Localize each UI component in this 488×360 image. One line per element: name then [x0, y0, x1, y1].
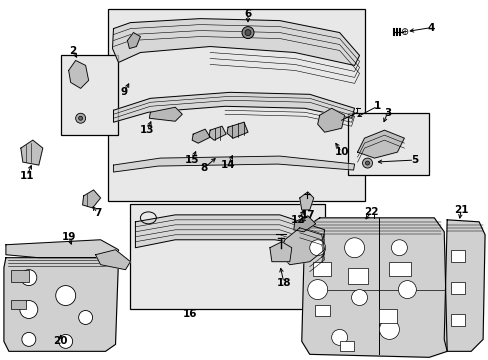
Circle shape [20, 301, 38, 319]
Text: 14: 14 [220, 160, 235, 170]
Circle shape [21, 270, 37, 285]
Circle shape [365, 161, 369, 165]
Polygon shape [269, 242, 291, 262]
Circle shape [244, 30, 250, 36]
Polygon shape [135, 215, 324, 248]
Text: ⊕: ⊕ [400, 27, 407, 37]
Circle shape [398, 280, 415, 298]
Bar [450, 315, 464, 327]
Text: 22: 22 [364, 207, 378, 217]
Circle shape [56, 285, 76, 306]
Bar [11, 300, 26, 310]
Circle shape [379, 319, 399, 339]
Circle shape [344, 238, 364, 258]
Text: 10: 10 [334, 147, 348, 157]
Text: 17: 17 [300, 210, 314, 220]
Bar [61, 55, 118, 135]
Polygon shape [299, 192, 313, 210]
Circle shape [351, 289, 367, 306]
Text: 15: 15 [184, 155, 199, 165]
Polygon shape [192, 129, 210, 143]
Bar [314, 305, 329, 316]
Text: 16: 16 [183, 310, 197, 319]
Circle shape [362, 158, 372, 168]
Polygon shape [112, 19, 359, 66]
Polygon shape [226, 122, 247, 138]
Text: 12: 12 [290, 215, 305, 225]
Circle shape [76, 113, 85, 123]
Bar [347, 268, 367, 284]
Circle shape [59, 334, 73, 348]
Bar [379, 310, 397, 323]
Text: 8: 8 [200, 163, 207, 173]
Text: 1: 1 [373, 101, 380, 111]
Polygon shape [127, 32, 140, 49]
Polygon shape [68, 60, 88, 88]
Text: 4: 4 [427, 23, 434, 33]
Text: 19: 19 [61, 232, 76, 242]
Polygon shape [357, 130, 404, 158]
Polygon shape [293, 216, 315, 232]
Polygon shape [113, 156, 354, 172]
Polygon shape [95, 250, 130, 270]
Circle shape [309, 240, 325, 256]
Text: 3: 3 [383, 108, 390, 118]
Polygon shape [279, 228, 324, 265]
Circle shape [79, 116, 82, 120]
Polygon shape [113, 92, 354, 122]
Bar [388, 262, 410, 276]
Polygon shape [209, 126, 225, 140]
Text: 18: 18 [276, 278, 290, 288]
Text: 21: 21 [453, 205, 468, 215]
Circle shape [22, 332, 36, 346]
Polygon shape [301, 218, 447, 357]
Bar [312, 262, 330, 276]
Bar [347, 113, 428, 175]
Polygon shape [317, 108, 344, 132]
Polygon shape [443, 220, 484, 351]
Bar [450, 250, 464, 262]
Circle shape [307, 280, 327, 300]
Circle shape [331, 329, 347, 345]
Bar [339, 341, 353, 351]
Circle shape [390, 240, 407, 256]
Text: 2: 2 [69, 45, 76, 55]
Bar [107, 9, 364, 201]
Polygon shape [6, 240, 118, 258]
Polygon shape [149, 107, 182, 121]
Circle shape [242, 27, 253, 39]
Text: 20: 20 [53, 336, 68, 346]
Polygon shape [82, 190, 101, 208]
Text: 13: 13 [140, 125, 154, 135]
Text: 11: 11 [20, 171, 34, 181]
Circle shape [79, 310, 92, 324]
Bar [450, 282, 464, 293]
Bar [11, 270, 29, 282]
Bar [130, 204, 324, 309]
Text: 7: 7 [94, 208, 101, 218]
Text: 5: 5 [410, 155, 417, 165]
Polygon shape [4, 258, 118, 351]
Polygon shape [21, 140, 42, 165]
Text: 6: 6 [244, 9, 251, 19]
Text: 9: 9 [121, 87, 128, 97]
